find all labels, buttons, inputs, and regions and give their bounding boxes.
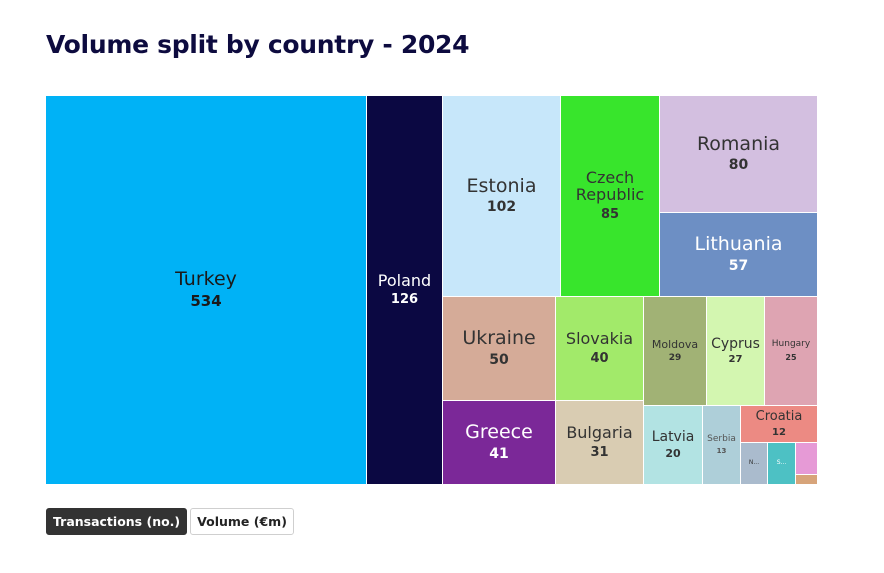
treemap-cell-value: 534 bbox=[190, 292, 222, 311]
treemap-cell-label: Poland bbox=[377, 270, 432, 290]
chart-title: Volume split by country - 2024 bbox=[46, 30, 470, 59]
treemap-cell-label: N... bbox=[748, 459, 760, 467]
treemap-cell-greece[interactable]: Greece 41 bbox=[443, 401, 556, 485]
treemap-cell-value: 27 bbox=[728, 354, 743, 366]
treemap-cell-value: 29 bbox=[668, 353, 682, 364]
transactions-toggle-button[interactable]: Transactions (no.) bbox=[46, 508, 188, 535]
treemap-cell-label: Czech Republic bbox=[575, 168, 645, 204]
treemap-cell-s[interactable]: S... bbox=[768, 443, 796, 485]
treemap-cell-label: Latvia bbox=[651, 428, 695, 445]
treemap-cell-label: Lithuania bbox=[694, 233, 783, 256]
treemap-cell-value: 102 bbox=[486, 199, 517, 216]
treemap-cell-unlabeled-19[interactable] bbox=[796, 475, 818, 485]
treemap-cell-romania[interactable]: Romania 80 bbox=[660, 96, 818, 213]
treemap-cell-value: 126 bbox=[390, 292, 419, 308]
treemap-cell-turkey[interactable]: Turkey 534 bbox=[46, 96, 367, 485]
treemap-cell-unlabeled-18[interactable] bbox=[796, 443, 818, 475]
treemap-cell-value: 12 bbox=[772, 426, 786, 438]
treemap-cell-label: Serbia bbox=[707, 433, 736, 444]
treemap-cell-poland[interactable]: Poland 126 bbox=[367, 96, 443, 485]
treemap-cell-value: 13 bbox=[716, 447, 727, 456]
treemap-cell-serbia[interactable]: Serbia 13 bbox=[703, 406, 741, 485]
treemap-cell-value: 25 bbox=[785, 352, 797, 362]
treemap-cell-latvia[interactable]: Latvia 20 bbox=[644, 406, 703, 485]
treemap-chart: Turkey 534 Poland 126 Estonia 102 Czech Republ… bbox=[46, 96, 818, 485]
treemap-cell-value: 85 bbox=[600, 206, 620, 222]
treemap-cell-label: Ukraine bbox=[462, 327, 536, 350]
treemap-cell-label: Estonia bbox=[466, 174, 537, 197]
treemap-cell-label: Croatia bbox=[755, 409, 803, 425]
treemap-cell-cyprus[interactable]: Cyprus 27 bbox=[707, 297, 765, 406]
treemap-cell-label: Cyprus bbox=[711, 335, 760, 352]
treemap-cell-hungary[interactable]: Hungary 25 bbox=[765, 297, 818, 406]
treemap-cell-label: Bulgaria bbox=[566, 423, 633, 443]
treemap-cell-n[interactable]: N... bbox=[741, 443, 768, 485]
treemap-cell-value: 80 bbox=[728, 157, 749, 174]
treemap-cell-label: Romania bbox=[696, 132, 781, 155]
treemap-cell-value: 31 bbox=[590, 444, 609, 460]
treemap-cell-label: S... bbox=[776, 459, 787, 467]
treemap-cell-croatia[interactable]: Croatia 12 bbox=[741, 406, 818, 443]
treemap-cell-value: 40 bbox=[590, 350, 609, 366]
treemap-cell-ukraine[interactable]: Ukraine 50 bbox=[443, 297, 556, 401]
treemap-cell-value: 20 bbox=[665, 447, 681, 461]
treemap-cell-label: Moldova bbox=[651, 337, 699, 351]
treemap-cell-value: 50 bbox=[489, 351, 509, 368]
treemap-cell-label: Hungary bbox=[771, 339, 811, 350]
treemap-cell-label: Greece bbox=[465, 421, 533, 444]
treemap-cell-czech-republic[interactable]: Czech Republic 85 bbox=[561, 96, 660, 297]
treemap-cell-label: Turkey bbox=[175, 267, 237, 290]
treemap-cell-label: Slovakia bbox=[565, 329, 634, 349]
treemap-cell-bulgaria[interactable]: Bulgaria 31 bbox=[556, 401, 644, 485]
treemap-cell-value: 41 bbox=[489, 445, 509, 462]
treemap-cell-lithuania[interactable]: Lithuania 57 bbox=[660, 213, 818, 297]
treemap-cell-moldova[interactable]: Moldova 29 bbox=[644, 297, 707, 406]
treemap-cell-value: 57 bbox=[728, 257, 749, 274]
volume-toggle-button[interactable]: Volume (€m) bbox=[190, 508, 294, 535]
metric-toggle: Transactions (no.) Volume (€m) bbox=[46, 508, 294, 535]
treemap-cell-estonia[interactable]: Estonia 102 bbox=[443, 96, 561, 297]
treemap-cell-slovakia[interactable]: Slovakia 40 bbox=[556, 297, 644, 401]
